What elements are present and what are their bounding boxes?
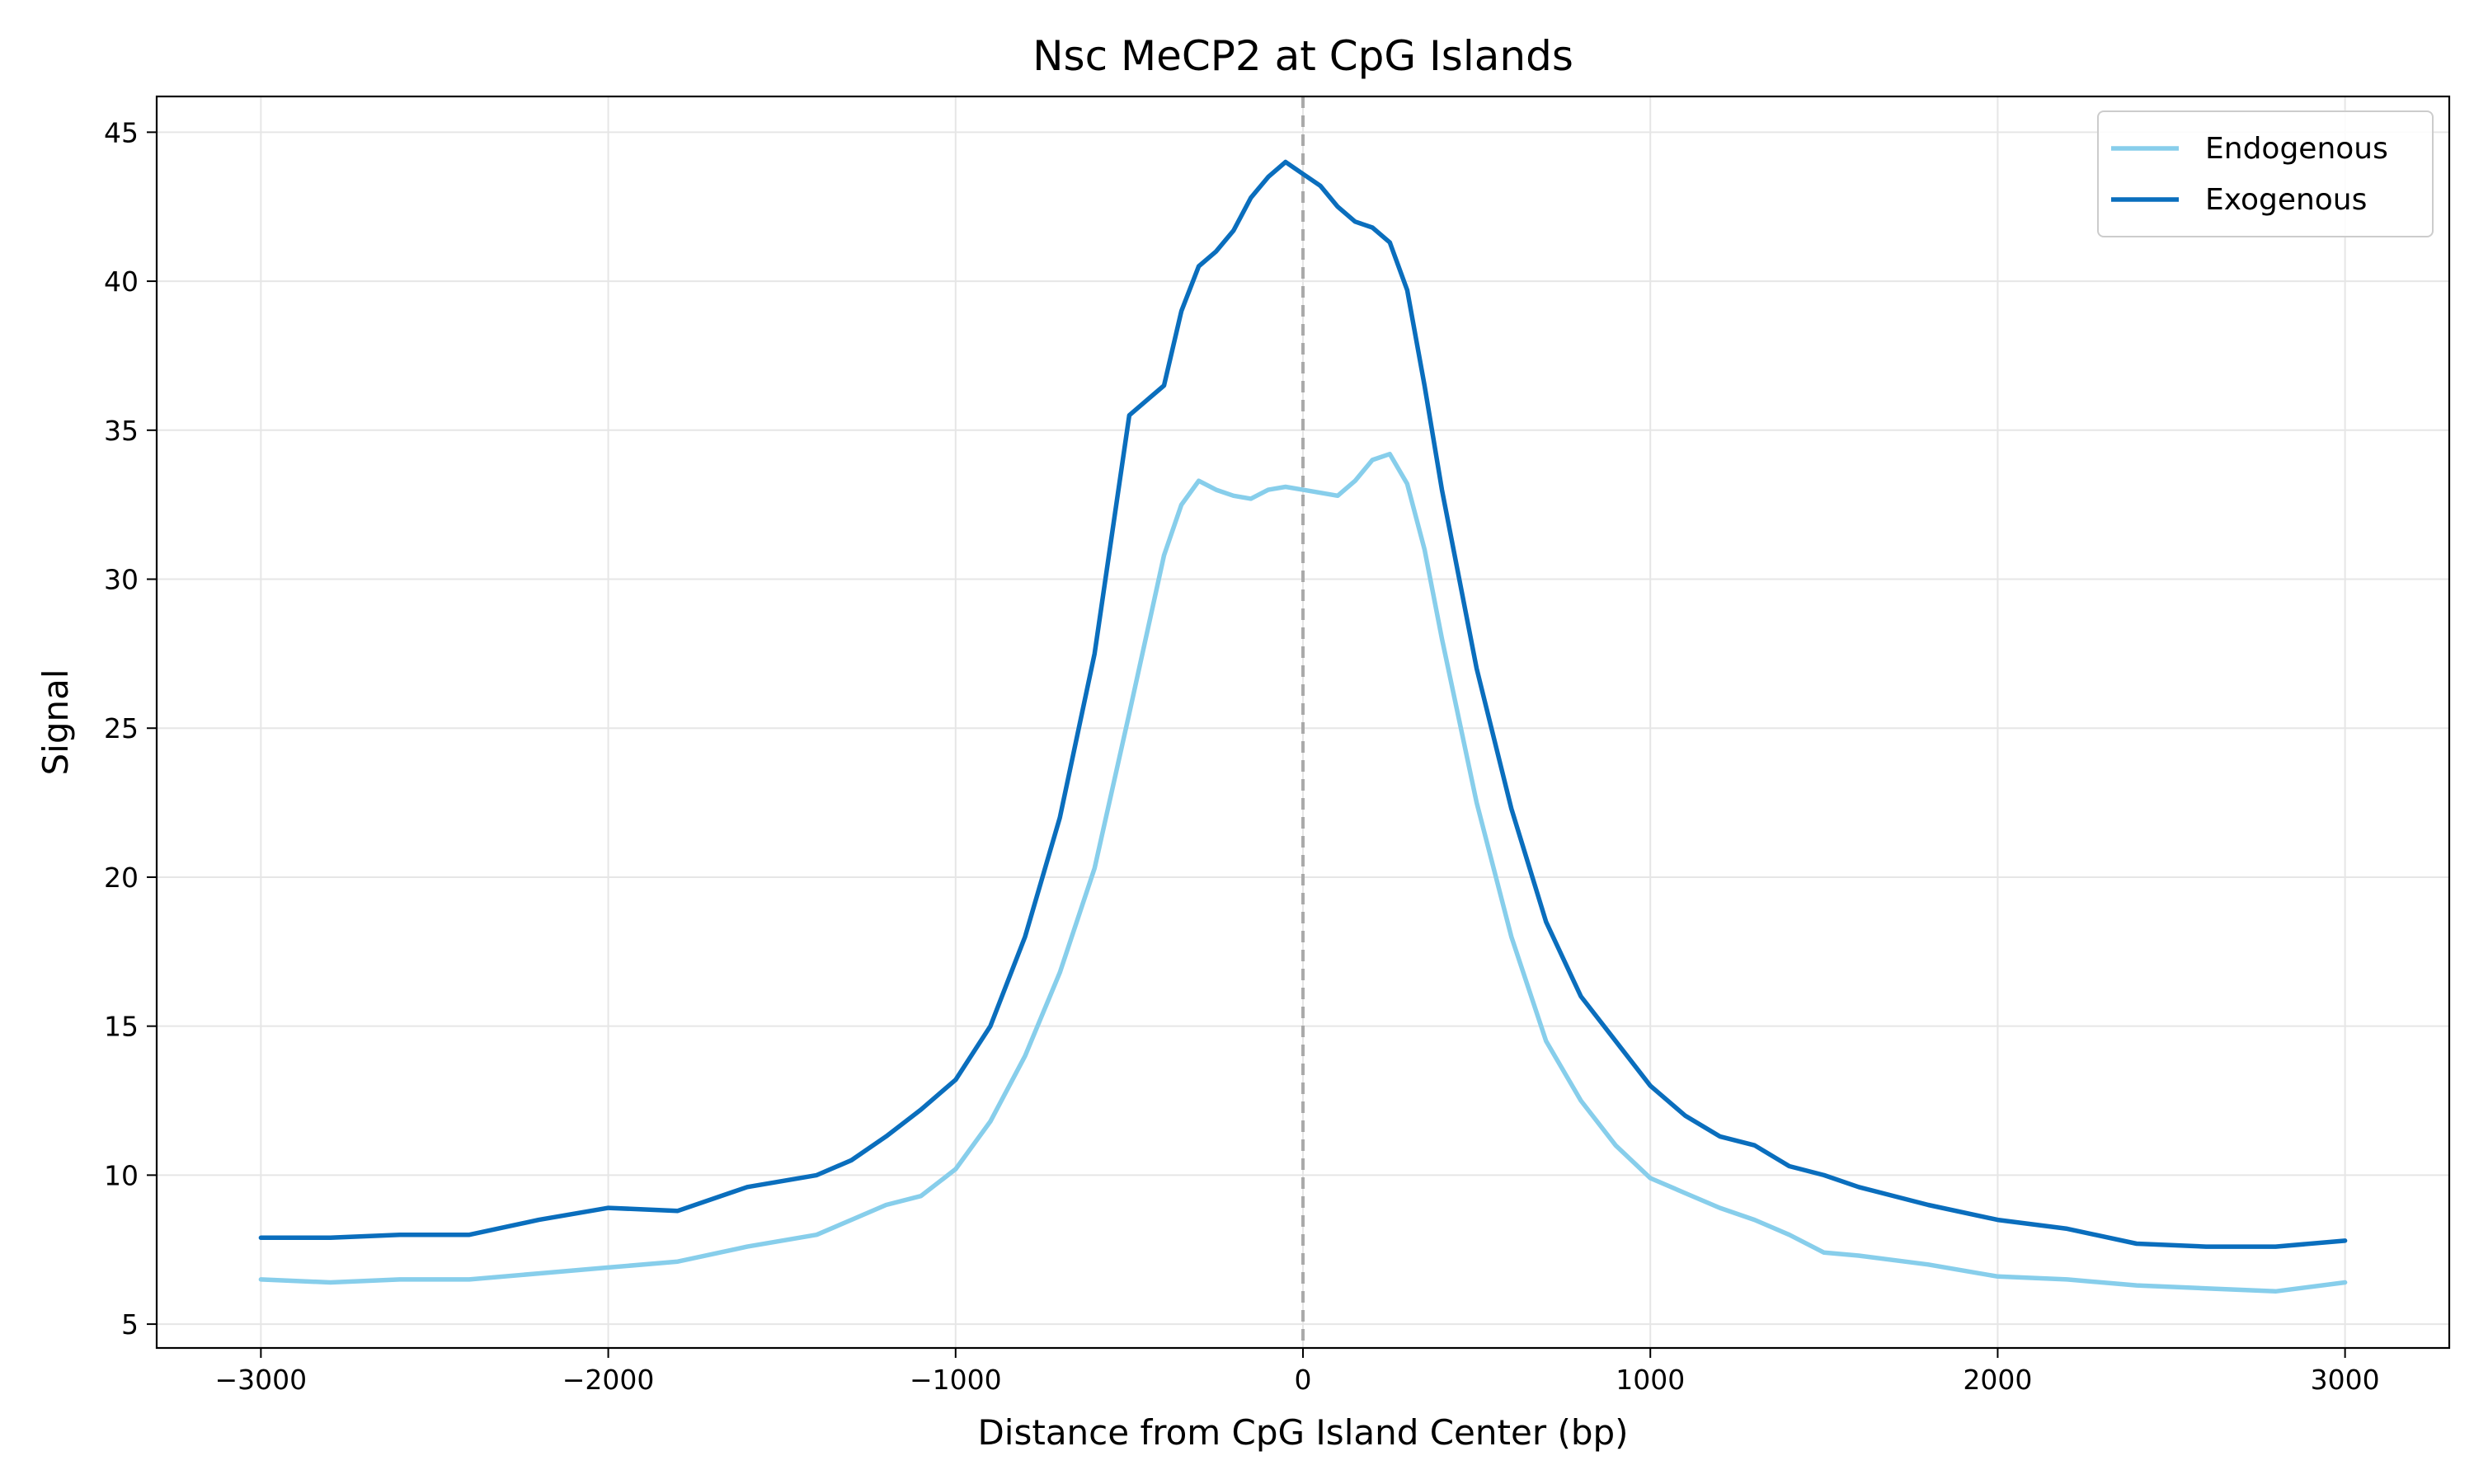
- y-tick-label: 30: [104, 564, 139, 596]
- y-tick-label: 45: [104, 116, 139, 148]
- x-tick-label: 0: [1295, 1364, 1312, 1396]
- y-tick-label: 25: [104, 712, 139, 744]
- x-tick-label: 1000: [1616, 1364, 1685, 1396]
- x-tick-label: −2000: [562, 1364, 655, 1396]
- y-tick-label: 15: [104, 1011, 139, 1043]
- series-line-exogenous: [258, 159, 2348, 1249]
- y-tick-label: 40: [104, 265, 139, 298]
- legend-label-exogenous: Exogenous: [2205, 183, 2367, 217]
- x-axis: −3000 −2000 −1000 0 1000 2000 3000: [215, 1348, 2380, 1396]
- legend-label-endogenous: Endogenous: [2205, 132, 2388, 166]
- y-axis: 5 10 15 20 25 30 35 40 45: [104, 116, 157, 1341]
- y-tick-label: 10: [104, 1159, 139, 1191]
- series-lines: [258, 159, 2348, 1294]
- legend-box: [2097, 110, 2434, 237]
- y-axis-title: Signal: [35, 669, 76, 775]
- x-tick-label: 2000: [1963, 1364, 2032, 1396]
- y-tick-label: 35: [104, 415, 139, 447]
- y-tick-label: 20: [104, 862, 139, 894]
- chart-title: Nsc MeCP2 at CpG Islands: [1032, 32, 1573, 80]
- y-tick-label: 5: [121, 1308, 139, 1341]
- legend: Endogenous Exogenous: [2097, 110, 2434, 237]
- x-axis-title: Distance from CpG Island Center (bp): [977, 1412, 1628, 1453]
- x-tick-label: −1000: [910, 1364, 1002, 1396]
- x-tick-label: 3000: [2311, 1364, 2380, 1396]
- x-tick-label: −3000: [215, 1364, 308, 1396]
- series-line-endogenous: [258, 451, 2348, 1294]
